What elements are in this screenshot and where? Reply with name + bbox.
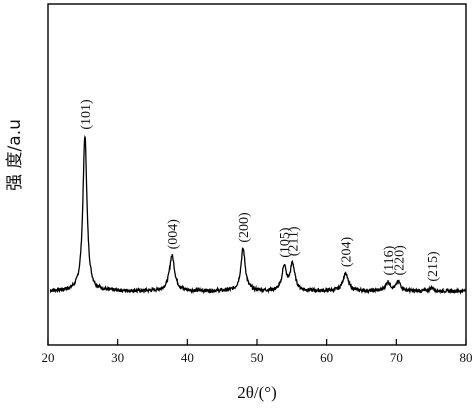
peak-label-220: (220) (392, 245, 407, 276)
x-axis-ticks (47, 339, 467, 345)
x-tick-label-60: 60 (320, 350, 333, 365)
peak-label-101: (101) (79, 99, 94, 130)
x-tick-label-40: 40 (181, 350, 194, 365)
plot-frame (47, 3, 467, 346)
peak-label-200: (200) (237, 212, 252, 243)
x-axis-title: 2θ/(°) (237, 383, 277, 402)
y-axis-title: 强 度/a.u (5, 119, 25, 191)
peak-label-204: (204) (340, 236, 355, 267)
x-tick-label-50: 50 (251, 350, 264, 365)
peak-labels: (101) (004) (200) (105)(211) (204) (116)(220)… (79, 99, 441, 282)
x-tick-label-70: 70 (390, 350, 403, 365)
peak-label-215: (215) (426, 251, 441, 282)
peak-label-105: (105) (278, 227, 293, 258)
x-tick-label-30: 30 (111, 350, 124, 365)
peak-label-211: (211) (287, 226, 302, 256)
peak-label-116: (116) (382, 245, 397, 275)
xrd-pattern-line (49, 134, 466, 295)
x-tick-labels: 20 30 40 50 60 70 80 (42, 350, 473, 365)
peak-label-004: (004) (166, 219, 181, 250)
x-tick-label-80: 80 (460, 350, 473, 365)
x-tick-label-20: 20 (42, 350, 55, 365)
